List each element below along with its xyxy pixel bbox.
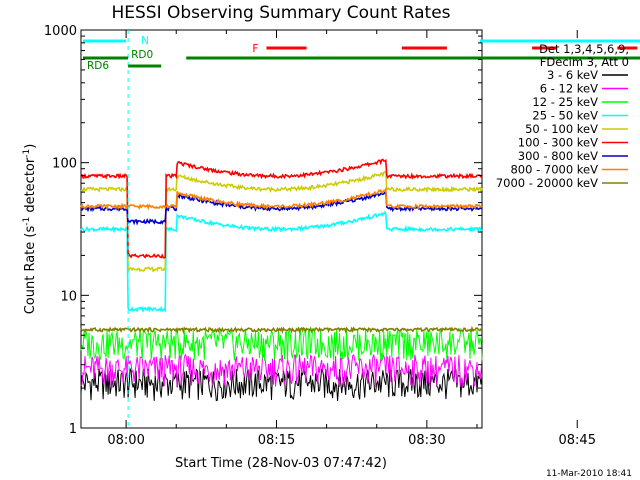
legend-label: 25 - 50 keV: [532, 109, 598, 123]
series-line: [80, 353, 483, 388]
y-tick-label: 1000: [44, 24, 77, 39]
rd6-flag-label: RD6: [87, 60, 109, 72]
series-line: [80, 158, 483, 259]
rd0-flag-label: RD0: [131, 49, 153, 61]
legend-label: 300 - 800 keV: [518, 149, 598, 163]
legend-header-line2: FDecim 3, Att 0: [540, 55, 629, 69]
series-layer: [80, 158, 483, 402]
y-axis-label-mid: detector: [23, 157, 38, 217]
series-line: [80, 325, 483, 335]
series-line: [80, 186, 483, 211]
legend-header-line1: Det 1,3,4,5,6,9,: [539, 42, 629, 56]
x-axis-label: Start Time (28-Nov-03 07:47:42): [175, 456, 387, 471]
legend-label: 6 - 12 keV: [540, 82, 598, 96]
chart-title: HESSI Observing Summary Count Rates: [111, 3, 450, 23]
y-axis-label-main: Count Rate (s: [23, 226, 38, 315]
f-flag-label: F: [252, 43, 258, 55]
legend-label: 7000 - 20000 keV: [496, 176, 598, 190]
series-line: [80, 367, 483, 402]
y-axis-label-sup2: -1: [22, 149, 32, 158]
legend-label: 800 - 7000 keV: [510, 163, 598, 177]
y-axis-label: Count Rate (s-1 detector-1): [22, 144, 38, 315]
y-tick-label: 100: [52, 157, 77, 172]
legend-label: 12 - 25 keV: [532, 95, 598, 109]
x-tick-label: 08:45: [559, 433, 596, 448]
legend-label: 3 - 6 keV: [547, 68, 598, 82]
series-line: [80, 210, 483, 313]
x-tick-label: 08:30: [408, 433, 445, 448]
flag-layer: N F RD0 RD6: [83, 30, 640, 428]
y-axis-label-end: ): [23, 144, 38, 149]
x-tick-label: 08:00: [107, 433, 144, 448]
series-line: [80, 171, 483, 274]
series-line: [80, 326, 483, 361]
n-flag-label: N: [141, 35, 149, 47]
y-tick-label: 10: [60, 289, 77, 304]
y-axis-label-sup1: -1: [22, 217, 32, 226]
timestamp: 11-Mar-2010 18:41: [546, 469, 632, 479]
legend-label: 50 - 100 keV: [525, 122, 598, 136]
x-tick-label: 08:15: [258, 433, 295, 448]
y-tick-label: 1: [69, 422, 77, 437]
legend-label: 100 - 300 keV: [518, 136, 598, 150]
